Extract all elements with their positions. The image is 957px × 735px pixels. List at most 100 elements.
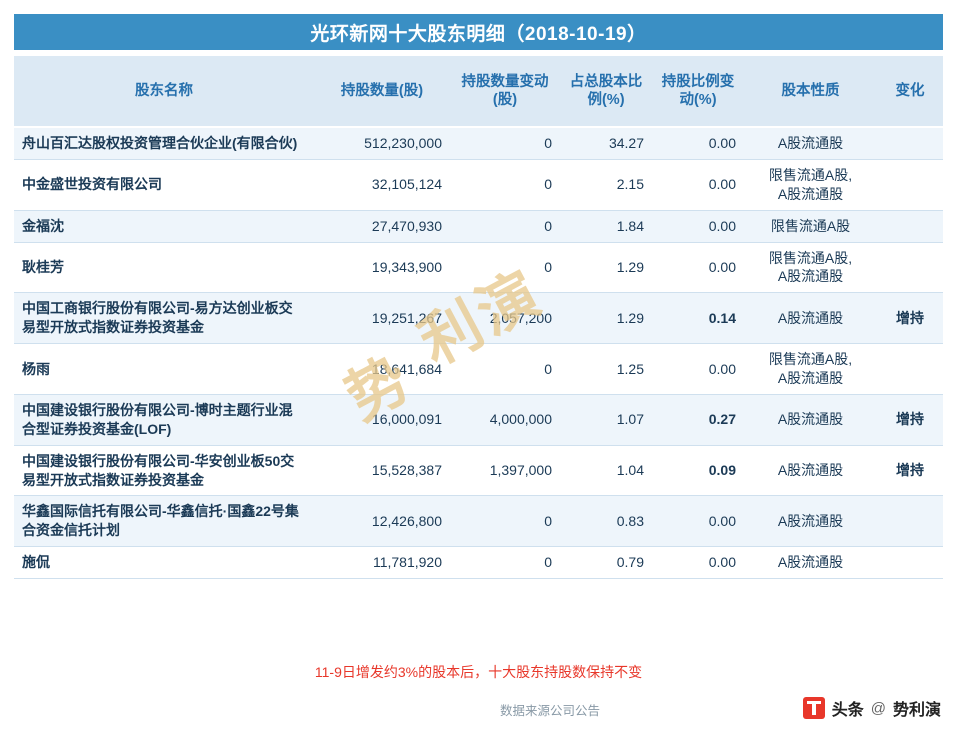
source-note: 数据来源公司公告 <box>500 704 601 718</box>
cell-shares-change: 0 <box>450 127 560 160</box>
cell-shares: 27,470,930 <box>314 210 450 243</box>
cell-shares-change: 0 <box>450 343 560 395</box>
cell-variation <box>877 127 943 160</box>
cell-share-type: 限售流通A股, A股流通股 <box>744 242 877 294</box>
column-header-variation: 变化 <box>877 56 943 128</box>
column-header-pct-change: 持股比例变动(%) <box>652 56 744 128</box>
table-row: 中金盛世投资有限公司 32,105,124 0 2.15 0.00 限售流通A股, A股流… <box>14 159 943 211</box>
column-header-share-type: 股本性质 <box>744 56 877 128</box>
cell-shares: 11,781,920 <box>314 546 450 580</box>
cell-shares: 19,251,267 <box>314 292 450 345</box>
cell-share-type: 限售流通A股 <box>744 210 877 243</box>
cell-shares-change: 0 <box>450 210 560 243</box>
cell-shares-change: 0 <box>450 546 560 580</box>
cell-pct-of-total: 1.29 <box>560 292 652 345</box>
cell-shareholder-name: 华鑫国际信托有限公司-华鑫信托·国鑫22号集合资金信托计划 <box>14 495 314 548</box>
cell-shares: 19,343,900 <box>314 242 450 294</box>
table-row: 金福沈 27,470,930 0 1.84 0.00 限售流通A股 <box>14 210 943 243</box>
cell-shareholder-name: 金福沈 <box>14 210 314 243</box>
table-row: 中国工商银行股份有限公司-易方达创业板交易型开放式指数证券投资基金 19,251,… <box>14 292 943 345</box>
cell-share-type: 限售流通A股, A股流通股 <box>744 343 877 395</box>
cell-variation: 增持 <box>877 445 943 497</box>
cell-shareholder-name: 中金盛世投资有限公司 <box>14 159 314 211</box>
cell-pct-change: 0.14 <box>652 292 744 345</box>
table-header: 股东名称 持股数量(股) 持股数量变动(股) 占总股本比例(%) 持股比例变动(… <box>14 56 943 128</box>
cell-pct-of-total: 2.15 <box>560 159 652 211</box>
cell-shares-change: 1,397,000 <box>450 445 560 497</box>
brand-badge: 头条 @ 势利演 <box>802 696 941 720</box>
table-row: 杨雨 18,641,684 0 1.25 0.00 限售流通A股, A股流通股 <box>14 343 943 395</box>
cell-pct-change: 0.00 <box>652 127 744 160</box>
cell-pct-change: 0.00 <box>652 546 744 580</box>
cell-shareholder-name: 中国工商银行股份有限公司-易方达创业板交易型开放式指数证券投资基金 <box>14 292 314 345</box>
brand-account: 势利演 <box>892 702 941 719</box>
cell-shares-change: 2,057,200 <box>450 292 560 345</box>
cell-pct-of-total: 1.29 <box>560 242 652 294</box>
cell-pct-change: 0.00 <box>652 159 744 211</box>
footnote: 11-9日增发约3%的股本后，十大股东持股数保持不变 <box>314 664 643 680</box>
cell-variation <box>877 242 943 294</box>
cell-shareholder-name: 施侃 <box>14 546 314 580</box>
cell-pct-of-total: 1.04 <box>560 445 652 497</box>
table-row: 施侃 11,781,920 0 0.79 0.00 A股流通股 <box>14 546 943 580</box>
cell-pct-change: 0.00 <box>652 210 744 243</box>
shareholders-table: 股东名称 持股数量(股) 持股数量变动(股) 占总股本比例(%) 持股比例变动(… <box>14 56 943 580</box>
column-header-shares-change: 持股数量变动(股) <box>450 56 560 128</box>
cell-pct-of-total: 1.25 <box>560 343 652 395</box>
cell-pct-change: 0.00 <box>652 495 744 548</box>
page-title: 光环新网十大股东明细（2018-10-19） <box>14 14 943 50</box>
cell-variation <box>877 495 943 548</box>
cell-pct-change: 0.00 <box>652 343 744 395</box>
cell-shares-change: 0 <box>450 242 560 294</box>
cell-share-type: A股流通股 <box>744 394 877 446</box>
cell-shares-change: 4,000,000 <box>450 394 560 446</box>
cell-shareholder-name: 杨雨 <box>14 343 314 395</box>
cell-pct-change: 0.00 <box>652 242 744 294</box>
cell-shares-change: 0 <box>450 159 560 211</box>
cell-variation <box>877 343 943 395</box>
cell-variation: 增持 <box>877 394 943 446</box>
cell-shares: 16,000,091 <box>314 394 450 446</box>
column-header-shares: 持股数量(股) <box>314 56 450 128</box>
table-row: 耿桂芳 19,343,900 0 1.29 0.00 限售流通A股, A股流通股 <box>14 242 943 294</box>
cell-shares: 18,641,684 <box>314 343 450 395</box>
column-header-pct-of-total: 占总股本比例(%) <box>560 56 652 128</box>
cell-variation <box>877 159 943 211</box>
table-row: 华鑫国际信托有限公司-华鑫信托·国鑫22号集合资金信托计划 12,426,800 0… <box>14 495 943 548</box>
cell-variation: 增持 <box>877 292 943 345</box>
cell-variation <box>877 546 943 580</box>
cell-share-type: 限售流通A股, A股流通股 <box>744 159 877 211</box>
cell-shares: 12,426,800 <box>314 495 450 548</box>
cell-pct-change: 0.09 <box>652 445 744 497</box>
cell-share-type: A股流通股 <box>744 495 877 548</box>
cell-variation <box>877 210 943 243</box>
cell-share-type: A股流通股 <box>744 445 877 497</box>
column-header-shareholder-name: 股东名称 <box>14 56 314 128</box>
table-row: 舟山百汇达股权投资管理合伙企业(有限合伙) 512,230,000 0 34.27 0.… <box>14 127 943 160</box>
table-row: 中国建设银行股份有限公司-博时主题行业混合型证券投资基金(LOF) 16,000,… <box>14 394 943 446</box>
cell-shareholder-name: 耿桂芳 <box>14 242 314 294</box>
toutiao-logo-icon <box>802 697 825 719</box>
cell-pct-of-total: 1.07 <box>560 394 652 446</box>
table-row: 中国建设银行股份有限公司-华安创业板50交易型开放式指数证券投资基金 15,528… <box>14 445 943 497</box>
cell-shares: 32,105,124 <box>314 159 450 211</box>
brand-platform: 头条 <box>831 702 864 719</box>
cell-pct-of-total: 1.84 <box>560 210 652 243</box>
cell-pct-change: 0.27 <box>652 394 744 446</box>
cell-shares: 15,528,387 <box>314 445 450 497</box>
cell-shareholder-name: 中国建设银行股份有限公司-华安创业板50交易型开放式指数证券投资基金 <box>14 445 314 497</box>
cell-pct-of-total: 34.27 <box>560 127 652 160</box>
brand-separator: @ <box>870 699 886 717</box>
cell-share-type: A股流通股 <box>744 546 877 580</box>
cell-shareholder-name: 中国建设银行股份有限公司-博时主题行业混合型证券投资基金(LOF) <box>14 394 314 446</box>
table-body: 舟山百汇达股权投资管理合伙企业(有限合伙) 512,230,000 0 34.27 0.… <box>14 127 943 580</box>
cell-pct-of-total: 0.79 <box>560 546 652 580</box>
table-header-row: 股东名称 持股数量(股) 持股数量变动(股) 占总股本比例(%) 持股比例变动(… <box>14 56 943 128</box>
cell-pct-of-total: 0.83 <box>560 495 652 548</box>
cell-share-type: A股流通股 <box>744 292 877 345</box>
cell-shares-change: 0 <box>450 495 560 548</box>
cell-shares: 512,230,000 <box>314 127 450 160</box>
cell-shareholder-name: 舟山百汇达股权投资管理合伙企业(有限合伙) <box>14 127 314 160</box>
cell-share-type: A股流通股 <box>744 127 877 160</box>
